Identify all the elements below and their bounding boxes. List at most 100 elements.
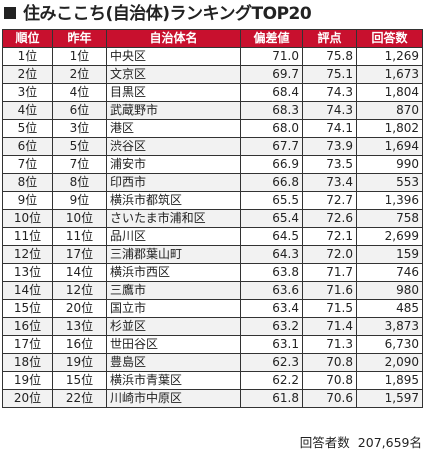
cell-score: 74.3 [302,83,357,102]
cell-municipality: 中央区 [106,47,241,66]
respondent-value: 207,659名 [357,435,422,450]
table-row: 2位 2位 文京区 69.7 75.1 1,673 [2,65,423,84]
header-municipality: 自治体名 [106,29,241,48]
cell-responses: 2,699 [356,227,423,246]
cell-score: 75.8 [302,47,357,66]
cell-score: 72.1 [302,227,357,246]
cell-previous-year: 20位 [52,299,107,318]
cell-previous-year: 2位 [52,65,107,84]
table-row: 19位 15位 横浜市青葉区 62.2 70.8 1,895 [2,371,423,390]
cell-deviation: 68.0 [240,119,303,138]
cell-deviation: 63.8 [240,263,303,282]
respondent-total: 回答者数 207,659名 [300,432,422,451]
cell-rank: 3位 [2,83,53,102]
table-row: 20位 22位 川崎市中原区 61.8 70.6 1,597 [2,389,423,408]
cell-responses: 1,802 [356,119,423,138]
cell-previous-year: 1位 [52,47,107,66]
cell-score: 72.0 [302,245,357,264]
cell-responses: 1,396 [356,191,423,210]
cell-municipality: 川崎市中原区 [106,389,241,408]
cell-previous-year: 4位 [52,83,107,102]
cell-deviation: 71.0 [240,47,303,66]
cell-deviation: 63.1 [240,335,303,354]
cell-responses: 485 [356,299,423,318]
cell-score: 71.6 [302,281,357,300]
table-row: 12位 17位 三浦郡葉山町 64.3 72.0 159 [2,245,423,264]
cell-municipality: 世田谷区 [106,335,241,354]
header-score: 評点 [302,29,357,48]
cell-rank: 11位 [2,227,53,246]
cell-municipality: 目黒区 [106,83,241,102]
cell-previous-year: 16位 [52,335,107,354]
header-rank: 順位 [2,29,53,48]
cell-previous-year: 22位 [52,389,107,408]
ranking-table: 順位 昨年 自治体名 偏差値 評点 回答数 1位 1位 中央区 71.0 75.8 1,2… [2,29,423,408]
cell-rank: 9位 [2,191,53,210]
table-row: 3位 4位 目黒区 68.4 74.3 1,804 [2,83,423,102]
cell-previous-year: 9位 [52,191,107,210]
cell-rank: 2位 [2,65,53,84]
cell-municipality: 文京区 [106,65,241,84]
table-row: 9位 9位 横浜市都筑区 65.5 72.7 1,396 [2,191,423,210]
table-row: 18位 19位 豊島区 62.3 70.8 2,090 [2,353,423,372]
cell-deviation: 63.2 [240,317,303,336]
cell-responses: 980 [356,281,423,300]
cell-responses: 1,597 [356,389,423,408]
cell-previous-year: 17位 [52,245,107,264]
cell-score: 70.6 [302,389,357,408]
cell-previous-year: 3位 [52,119,107,138]
cell-previous-year: 13位 [52,317,107,336]
cell-municipality: 渋谷区 [106,137,241,156]
cell-rank: 16位 [2,317,53,336]
cell-score: 70.8 [302,353,357,372]
cell-deviation: 66.9 [240,155,303,174]
cell-responses: 3,873 [356,317,423,336]
cell-responses: 1,804 [356,83,423,102]
cell-rank: 7位 [2,155,53,174]
table-row: 17位 16位 世田谷区 63.1 71.3 6,730 [2,335,423,354]
cell-responses: 1,673 [356,65,423,84]
table-row: 16位 13位 杉並区 63.2 71.4 3,873 [2,317,423,336]
cell-municipality: 三浦郡葉山町 [106,245,241,264]
table-row: 5位 3位 港区 68.0 74.1 1,802 [2,119,423,138]
cell-score: 73.9 [302,137,357,156]
cell-previous-year: 15位 [52,371,107,390]
cell-previous-year: 12位 [52,281,107,300]
table-row: 10位 10位 さいたま市浦和区 65.4 72.6 758 [2,209,423,228]
cell-rank: 17位 [2,335,53,354]
cell-rank: 12位 [2,245,53,264]
cell-deviation: 62.3 [240,353,303,372]
table-row: 7位 7位 浦安市 66.9 73.5 990 [2,155,423,174]
table-row: 8位 8位 印西市 66.8 73.4 553 [2,173,423,192]
cell-rank: 20位 [2,389,53,408]
cell-previous-year: 7位 [52,155,107,174]
cell-score: 75.1 [302,65,357,84]
header-responses: 回答数 [356,29,423,48]
cell-deviation: 61.8 [240,389,303,408]
cell-deviation: 63.4 [240,299,303,318]
cell-municipality: 杉並区 [106,317,241,336]
cell-responses: 746 [356,263,423,282]
cell-rank: 15位 [2,299,53,318]
cell-municipality: 横浜市都筑区 [106,191,241,210]
cell-previous-year: 8位 [52,173,107,192]
header-row: 順位 昨年 自治体名 偏差値 評点 回答数 [2,29,423,48]
cell-score: 72.7 [302,191,357,210]
cell-deviation: 64.5 [240,227,303,246]
cell-score: 71.7 [302,263,357,282]
table-header: 順位 昨年 自治体名 偏差値 評点 回答数 [2,29,423,48]
page-title: 住みここち(自治体)ランキングTOP20 [4,3,312,25]
cell-municipality: 横浜市青葉区 [106,371,241,390]
cell-rank: 19位 [2,371,53,390]
cell-responses: 990 [356,155,423,174]
cell-responses: 6,730 [356,335,423,354]
cell-score: 71.3 [302,335,357,354]
cell-municipality: 三鷹市 [106,281,241,300]
cell-rank: 6位 [2,137,53,156]
cell-score: 74.1 [302,119,357,138]
cell-score: 70.8 [302,371,357,390]
cell-municipality: 横浜市西区 [106,263,241,282]
square-bullet-icon [4,7,16,19]
cell-responses: 870 [356,101,423,120]
cell-responses: 553 [356,173,423,192]
